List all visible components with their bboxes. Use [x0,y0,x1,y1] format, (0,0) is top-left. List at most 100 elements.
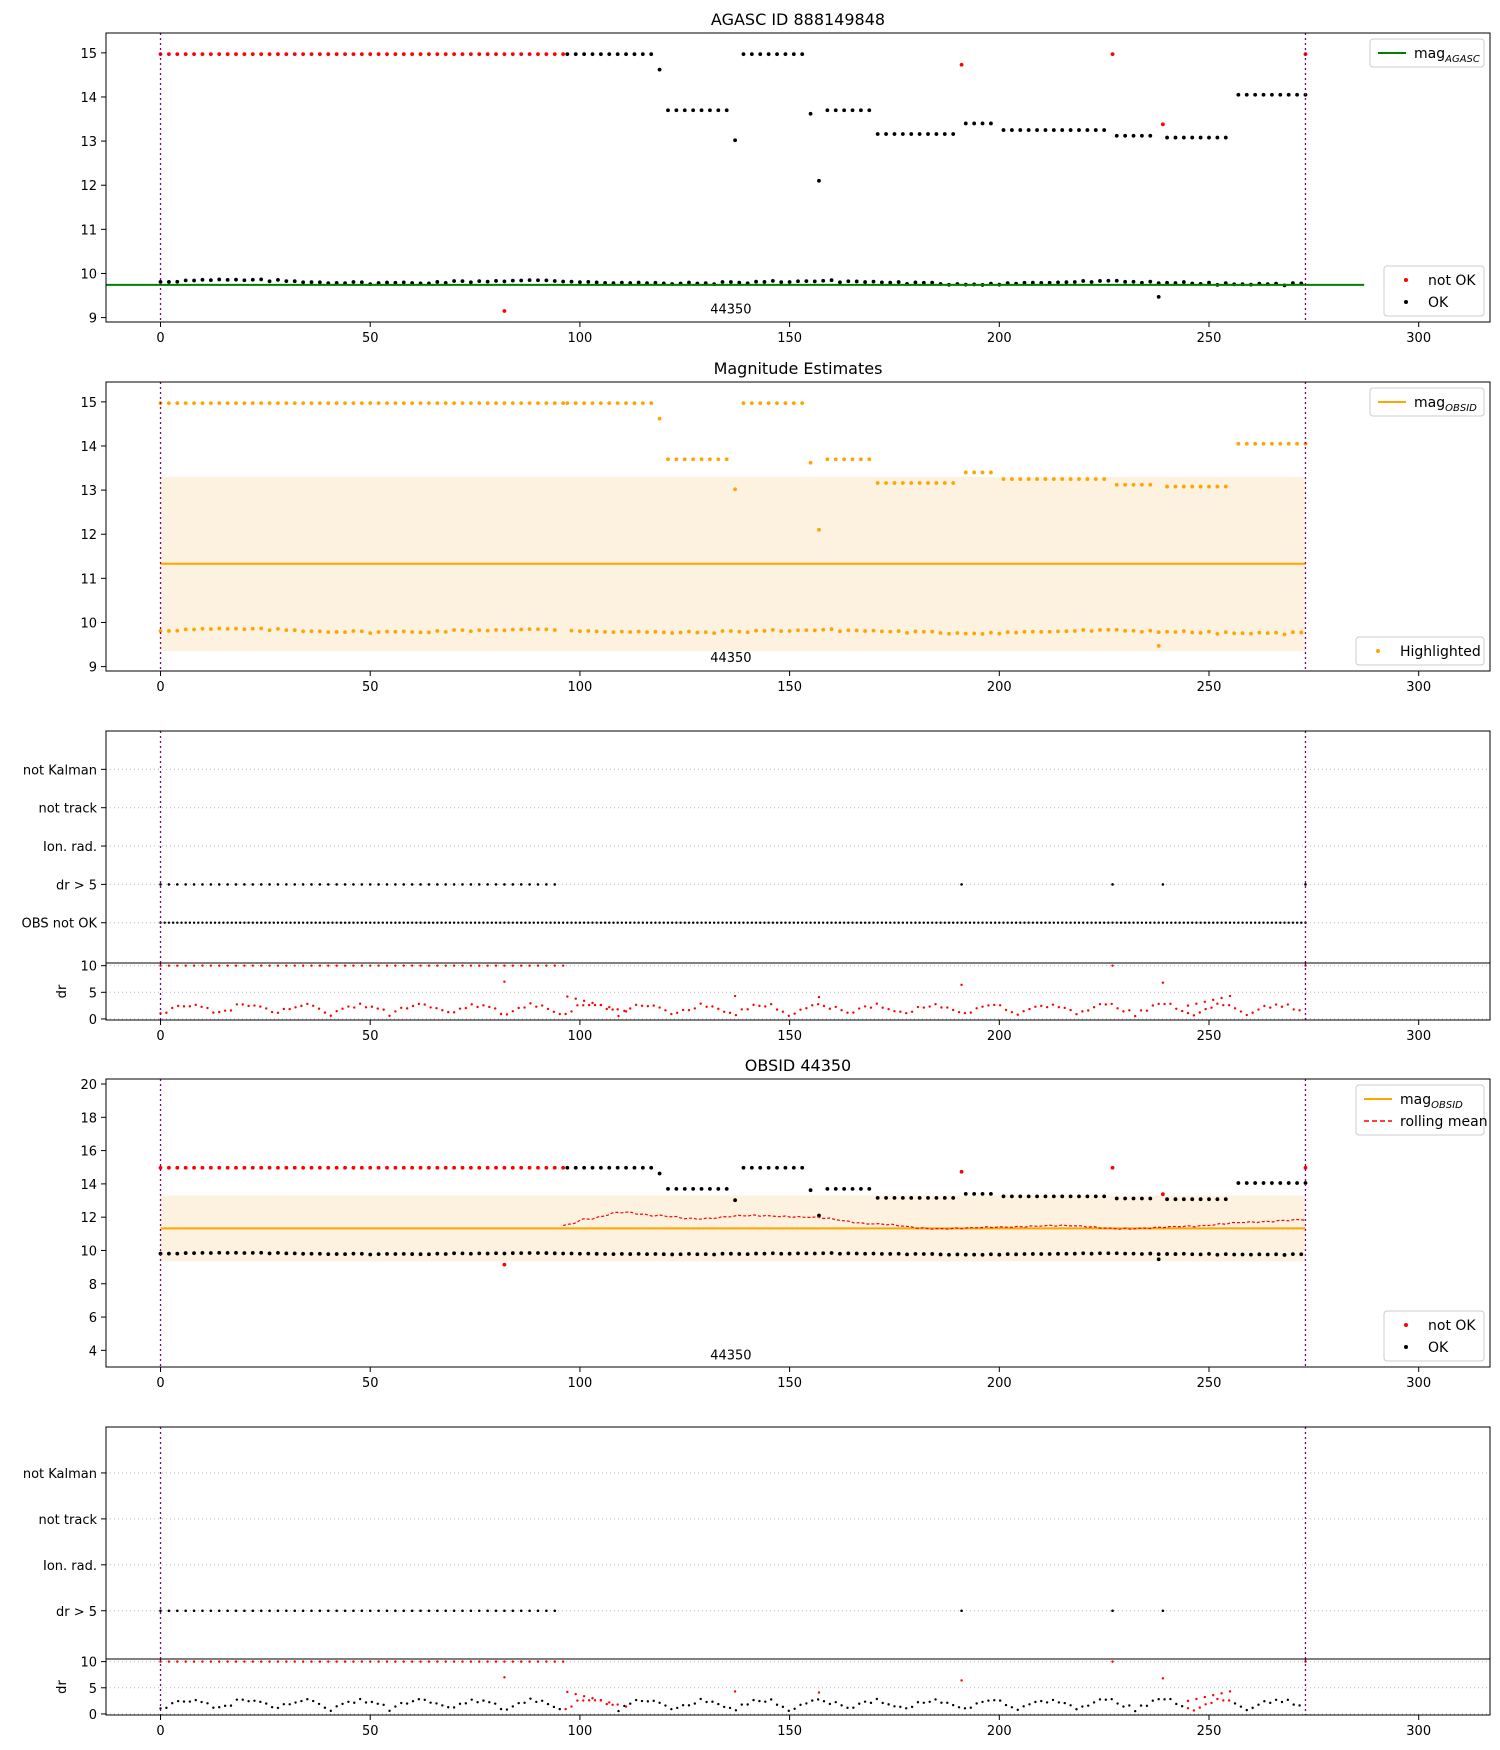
data-point [1031,921,1035,924]
data-point [476,1005,479,1009]
data-point [552,628,557,632]
data-point [510,1251,515,1256]
x-tick-label: 150 [777,1724,802,1739]
data-point [165,1706,168,1710]
data-point [664,1009,667,1012]
data-point [359,1165,364,1170]
data-point [909,1195,914,1200]
data-point [359,280,364,285]
y-tick-label: 15 [80,396,97,411]
data-point [963,470,968,475]
data-point [1165,921,1169,924]
data-point [1220,1692,1223,1695]
data-point [989,630,993,635]
data-point [488,1701,491,1704]
data-point [1009,128,1014,132]
x-tick-label: 150 [777,331,802,346]
data-point [989,1191,993,1196]
data-point [1051,128,1056,132]
data-point [335,883,338,886]
data-point [468,52,473,57]
data-point [225,278,230,282]
data-point [1207,629,1211,634]
data-point [276,1165,280,1170]
data-point [951,132,956,136]
data-point [917,481,922,485]
data-point [1001,477,1006,481]
p5b-frame [105,1658,1491,1716]
data-point [652,1699,655,1703]
data-point [1009,477,1014,481]
data-point [255,921,259,924]
data-point [842,1186,847,1191]
data-point [532,921,535,924]
data-point [787,1014,790,1017]
data-point [576,1699,579,1702]
data-point [1092,1701,1096,1704]
data-point [1190,1252,1195,1257]
data-point [740,1008,744,1011]
data-point [607,52,612,57]
data-point [1081,1010,1084,1013]
data-point [1116,1007,1119,1010]
data-point [1195,1697,1198,1701]
data-point [235,1003,239,1006]
data-point [1286,92,1291,97]
data-point [402,883,406,886]
data-point [817,527,821,532]
data-point [436,883,439,886]
legend-entry: magOBSID [1400,1092,1463,1111]
data-point [477,52,482,57]
data-point [478,921,481,924]
data-point [1115,921,1118,924]
data-point [875,1195,880,1200]
data-point [180,921,183,924]
data-point [276,1250,280,1255]
data-point [884,481,888,485]
data-point [629,921,632,924]
data-point [1047,280,1052,285]
data-point [1292,1703,1295,1706]
data-point [318,883,322,886]
data-point [301,964,305,967]
data-point [871,628,876,633]
data-point [564,1012,567,1016]
data-point [699,1697,702,1701]
data-point [808,111,813,116]
data-point [158,629,163,633]
data-point [1123,628,1128,633]
data-point [624,52,628,57]
data-point [850,1186,855,1191]
data-point [682,457,687,462]
data-point [353,1701,356,1704]
data-point [443,52,448,57]
data-point [960,883,963,886]
x-tick-label: 300 [1406,331,1431,346]
data-point [429,1701,432,1704]
data-point [696,921,699,924]
data-point [880,921,884,924]
data-point [226,921,229,924]
data-point [485,1251,490,1256]
data-point [1104,1003,1108,1006]
data-point [863,1251,868,1256]
data-point [394,883,397,886]
legend: magAGASC [1369,38,1485,68]
data-point [1001,1194,1006,1199]
data-point [544,52,549,57]
data-point [540,921,544,924]
data-point [805,921,808,924]
data-point [838,629,842,634]
data-point [552,401,557,406]
data-point [423,1698,426,1702]
data-point [1207,921,1211,924]
data-point [624,1010,628,1013]
data-point [1161,921,1165,924]
data-point [385,964,389,967]
data-point [799,1008,802,1011]
data-point [536,921,540,924]
data-point [486,883,489,886]
data-point [905,921,909,924]
data-point [468,1251,473,1256]
